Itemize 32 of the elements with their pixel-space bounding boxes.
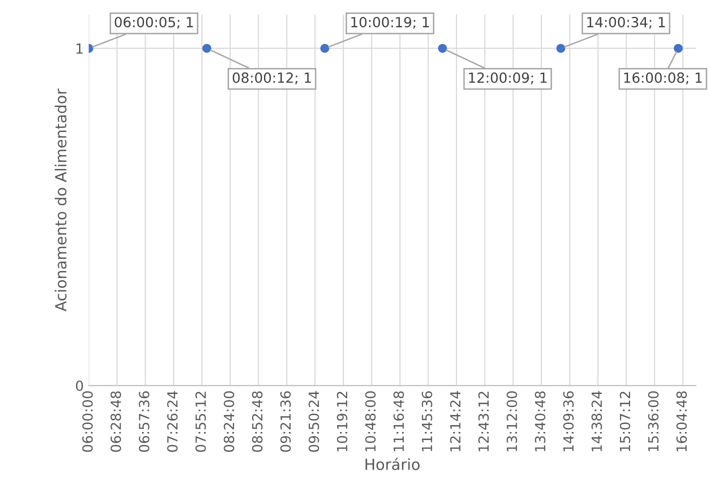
x-tick-label: 13:40:48 xyxy=(534,391,546,452)
x-tick-label: 09:50:24 xyxy=(308,391,320,452)
data-label: 12:00:09; 1 xyxy=(469,72,547,84)
x-tick-label: 06:00:00 xyxy=(82,391,93,452)
x-tick-label: 08:24:00 xyxy=(224,391,234,452)
y-tick-label: 1 xyxy=(76,44,83,54)
x-tick-label: 15:36:00 xyxy=(648,391,659,452)
x-tick-label: 12:14:24 xyxy=(450,391,460,452)
x-tick-label: 15:07:12 xyxy=(620,392,630,452)
x-tick-label: 13:12:00 xyxy=(506,391,518,452)
x-tick-label: 10:48:00 xyxy=(365,391,376,452)
data-label: 10:00:19; 1 xyxy=(351,16,429,29)
y-tick-label: 0 xyxy=(76,380,83,391)
x-tick-label: 08:52:48 xyxy=(252,391,263,452)
x-tick-label: 14:09:36 xyxy=(563,391,574,452)
x-tick-label: 14:38:24 xyxy=(591,391,602,452)
x-tick-label: 16:04:48 xyxy=(676,391,687,452)
y-axis-title: Acionamento do Alimentador xyxy=(54,88,67,312)
x-tick-label: 06:28:48 xyxy=(110,391,122,452)
x-tick-label: 10:19:12 xyxy=(336,392,348,452)
x-tick-label: 11:16:48 xyxy=(393,391,404,452)
data-label: 14:00:34; 1 xyxy=(587,16,665,29)
data-label: 16:00:08; 1 xyxy=(624,72,702,84)
x-tick-label: 11:45:36 xyxy=(422,391,432,452)
x-tick-label: 06:57:36 xyxy=(138,391,150,452)
data-label: 08:00:12; 1 xyxy=(232,72,311,84)
data-label: 06:00:05; 1 xyxy=(114,16,193,29)
x-tick-label: 07:55:12 xyxy=(195,392,206,452)
x-tick-label: 12:43:12 xyxy=(478,392,489,452)
x-tick-label: 07:26:24 xyxy=(167,391,178,452)
x-axis-title: Horário xyxy=(366,458,420,470)
x-tick-label: 09:21:36 xyxy=(280,391,291,452)
